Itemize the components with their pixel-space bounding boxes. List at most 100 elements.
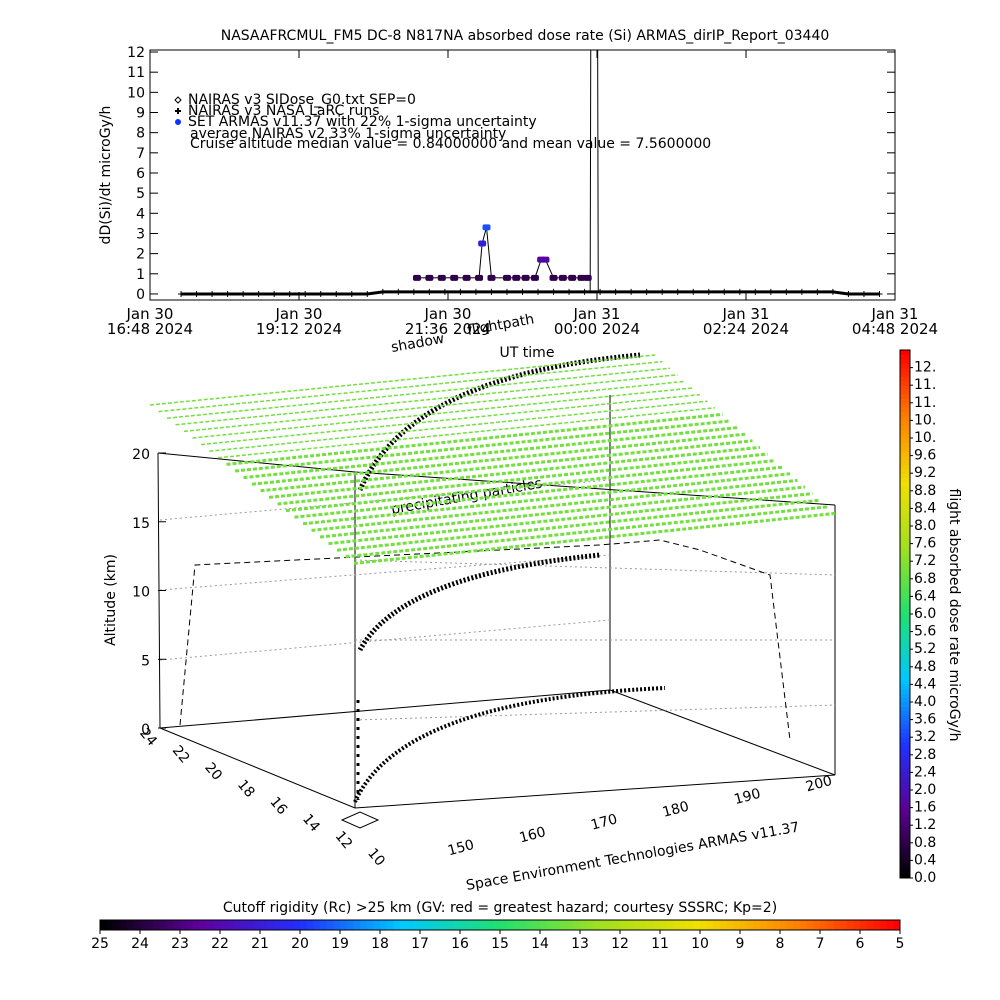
colorbar2-cell bbox=[546, 920, 554, 930]
colorbar-cell bbox=[900, 631, 910, 637]
y-tick-label: 5 bbox=[136, 186, 145, 202]
z-tick-label: 20 bbox=[132, 447, 150, 463]
colorbar-cell bbox=[900, 600, 910, 606]
plus-marker bbox=[410, 288, 417, 295]
sheet-row bbox=[209, 400, 708, 452]
colorbar-tick-label: 2.0 bbox=[914, 782, 936, 798]
colorbar2-cell bbox=[266, 920, 274, 930]
colorbar2-cell bbox=[126, 920, 134, 930]
colorbar2-cell bbox=[666, 920, 674, 930]
colorbar-cell bbox=[900, 803, 910, 809]
colorbar2-cell bbox=[366, 920, 374, 930]
colorbar-cell bbox=[900, 675, 910, 681]
colorbar-cell bbox=[900, 724, 910, 729]
colorbar2-cell bbox=[333, 920, 341, 930]
plus-marker bbox=[503, 288, 510, 295]
colorbar-cell bbox=[900, 526, 910, 531]
colorbar2-cell bbox=[500, 920, 508, 930]
colorbar2-cell bbox=[606, 920, 614, 930]
colorbar-tick-label: 7.6 bbox=[914, 536, 936, 552]
sheet-row bbox=[158, 360, 663, 413]
colorbar2-cell bbox=[166, 920, 174, 930]
colorbar-cell bbox=[900, 438, 910, 443]
plus-marker bbox=[736, 288, 743, 295]
colorbar-cell bbox=[900, 552, 910, 558]
colorbar-cell bbox=[900, 363, 910, 369]
colorbar-cell bbox=[900, 860, 910, 866]
colorbar2-tick-label: 8 bbox=[776, 936, 785, 952]
colorbar2-cell bbox=[653, 920, 661, 930]
colorbar2-cell bbox=[520, 920, 528, 930]
colorbar2-cell bbox=[700, 920, 708, 930]
colorbar2-tick-label: 15 bbox=[491, 936, 509, 952]
data-point bbox=[412, 274, 421, 281]
y-axis-label: dD(Si)/dt microGy/h bbox=[98, 106, 114, 245]
colorbar2-tick-label: 22 bbox=[211, 936, 229, 952]
colorbar-tick-label: 6.4 bbox=[914, 588, 936, 604]
series-line bbox=[181, 290, 880, 296]
colorbar-cell bbox=[900, 763, 910, 769]
colorbar2-cell bbox=[533, 920, 541, 930]
y-tick-label: 3 bbox=[136, 226, 145, 242]
colorbar2-cell bbox=[740, 920, 748, 930]
colorbar-cell bbox=[900, 825, 910, 831]
colorbar-cell bbox=[900, 592, 910, 597]
colorbar2-cell bbox=[513, 920, 521, 930]
series-segment bbox=[534, 259, 542, 278]
sheet-row bbox=[251, 432, 746, 486]
colorbar-tick-label: 9.6 bbox=[914, 448, 936, 464]
colorbar-cell bbox=[900, 688, 910, 694]
colorbar2-tick-label: 16 bbox=[451, 936, 469, 952]
colorbar2-cell bbox=[106, 920, 114, 930]
colorbar2-cell bbox=[340, 920, 348, 930]
colorbar-cell bbox=[900, 548, 910, 553]
colorbar2-cell bbox=[360, 920, 368, 930]
plus-marker bbox=[767, 288, 774, 295]
plus-marker bbox=[364, 290, 371, 297]
colorbar-cell bbox=[900, 495, 910, 501]
colorbar2-cell bbox=[773, 920, 781, 930]
colorbar2-tick-label: 18 bbox=[371, 936, 389, 952]
colorbar-cell bbox=[900, 750, 910, 756]
colorbar-cell bbox=[900, 398, 910, 404]
colorbar2-cell bbox=[860, 920, 868, 930]
colorbar2-cell bbox=[673, 920, 681, 930]
colorbar-cell bbox=[900, 565, 910, 571]
colorbar2-cell bbox=[886, 920, 894, 930]
plus-marker bbox=[752, 288, 759, 295]
colorbar-cell bbox=[900, 842, 910, 848]
colorbar2-tick-label: 6 bbox=[856, 936, 865, 952]
colorbar-tick-label: 0.0 bbox=[914, 870, 936, 886]
lat-tick-label: 16 bbox=[266, 794, 290, 818]
lat-tick-label: 12 bbox=[332, 828, 356, 852]
data-point bbox=[521, 274, 530, 281]
colorbar-tick-label: 4.8 bbox=[914, 659, 936, 675]
plus-marker bbox=[581, 288, 588, 295]
ground-arc bbox=[353, 686, 666, 803]
colorbar-cell bbox=[900, 816, 910, 822]
colorbar-cell bbox=[900, 746, 910, 751]
sheet-row bbox=[166, 367, 671, 419]
colorbar-cell bbox=[900, 354, 910, 360]
lon-tick-label: 150 bbox=[446, 837, 476, 859]
colorbar-cell bbox=[900, 358, 910, 364]
z-tick-label: 10 bbox=[132, 585, 150, 601]
colorbar-cell bbox=[900, 693, 910, 699]
data-point bbox=[437, 274, 446, 281]
colorbar2-label: Cutoff rigidity (Rc) >25 km (GV: red = g… bbox=[223, 900, 777, 916]
colorbar2-cell bbox=[746, 920, 754, 930]
colorbar2-cell bbox=[160, 920, 168, 930]
colorbar-tick-label: 7.2 bbox=[914, 553, 936, 569]
sheet-row bbox=[226, 412, 723, 466]
colorbar-cell bbox=[900, 851, 910, 857]
colorbar-cell bbox=[900, 512, 910, 518]
credit: Space Environment Technologies ARMAS v11… bbox=[465, 819, 801, 893]
colorbar2-cell bbox=[120, 920, 128, 930]
colorbar-cell bbox=[900, 618, 910, 624]
y-tick-label: 4 bbox=[136, 206, 145, 222]
plus-marker bbox=[829, 288, 836, 295]
plus-marker bbox=[255, 290, 262, 297]
plus-marker bbox=[721, 288, 728, 295]
lat-tick-label: 10 bbox=[364, 845, 388, 869]
colorbar2-cell bbox=[186, 920, 194, 930]
